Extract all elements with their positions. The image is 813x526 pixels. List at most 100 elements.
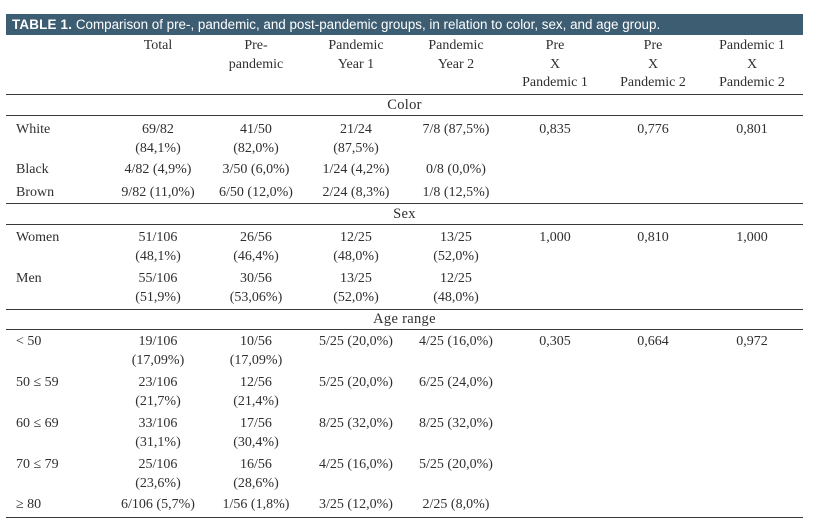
- column-header-line: Pre: [545, 38, 565, 53]
- table-cell-line: 4/25 (16,0%): [419, 334, 493, 349]
- table-cell: 1/56 (1,8%): [196, 496, 316, 515]
- table-cell-line: (53,06%): [229, 289, 283, 305]
- table-cell-line: 3/25 (12,0%): [319, 497, 393, 512]
- caption-text: Comparison of pre-, pandemic, and post-p…: [72, 17, 661, 32]
- table-cell-line: (48,0%): [433, 289, 479, 305]
- table-cell-line: (23,6%): [135, 475, 181, 491]
- table-cell: 3/25 (12,0%): [296, 496, 416, 515]
- table-cell-line: (17,09%): [131, 352, 185, 368]
- table-bottom-rule: [6, 517, 803, 518]
- table-cell-line: 13/25: [440, 230, 472, 245]
- table-cell-line: 69/82: [142, 122, 174, 137]
- table-cell: 1/24 (4,2%): [296, 161, 416, 180]
- table-cell: 0,801: [692, 121, 812, 140]
- table-cell: 30/56 (53,06%): [196, 270, 316, 307]
- table-cell-line: (17,09%): [229, 352, 283, 368]
- table-cell: 0/8 (0,0%): [396, 161, 516, 180]
- column-header: Pandemic Year 1: [306, 37, 406, 74]
- row-label: ≥ 80: [16, 497, 42, 512]
- table-cell: 6/50 (12,0%): [196, 184, 316, 203]
- table-cell: 6/25 (24,0%): [396, 374, 516, 393]
- table-cell: 0,776: [593, 121, 713, 140]
- table-cell: 2/24 (8,3%): [296, 184, 416, 203]
- column-header-line: Pandemic 1: [719, 38, 785, 53]
- table-cell: 19/106 (17,09%): [98, 333, 218, 370]
- table-cell-line: 5/25 (20,0%): [319, 334, 393, 349]
- column-header-line: Pandemic 2: [719, 75, 785, 90]
- table-cell: 1,000: [495, 229, 615, 248]
- table-cell-line: 51/106: [138, 230, 178, 245]
- table-cell-line: 1/8 (12,5%): [422, 185, 490, 200]
- group-title: Age range: [373, 311, 436, 327]
- column-header-line: X: [647, 56, 659, 72]
- table-cell: 12/25 (48,0%): [396, 270, 516, 307]
- table-cell-line: (48,1%): [135, 248, 181, 264]
- table-cell-line: 0,835: [539, 122, 571, 137]
- table-cell: 55/106 (51,9%): [98, 270, 218, 307]
- table-cell: 0,810: [593, 229, 713, 248]
- group-divider: [6, 309, 803, 310]
- table-cell-line: (51,9%): [135, 289, 181, 305]
- table-cell: 9/82 (11,0%): [98, 184, 218, 203]
- table-cell-line: (82,0%): [233, 140, 279, 156]
- table-cell: 12/25 (48,0%): [296, 229, 416, 266]
- table-cell-line: 4/82 (4,9%): [124, 162, 192, 177]
- table-cell-line: 0,810: [637, 230, 669, 245]
- table-cell-line: 0,305: [539, 334, 571, 349]
- table-cell-line: 19/106: [138, 334, 178, 349]
- table-cell-line: (84,1%): [135, 140, 181, 156]
- table-cell-line: 1,000: [736, 230, 768, 245]
- table-cell: 5/25 (20,0%): [296, 374, 416, 393]
- group-divider: [6, 94, 803, 95]
- column-header: Pandemic 1 X Pandemic 2: [702, 37, 802, 93]
- table-cell-line: 0,972: [736, 334, 768, 349]
- table-cell-line: 12/25: [340, 230, 372, 245]
- table-cell-line: (31,1%): [135, 434, 181, 450]
- column-header: Pre X Pandemic 1: [505, 37, 605, 93]
- table-cell-line: 8/25 (32,0%): [319, 416, 393, 431]
- table-cell: 4/82 (4,9%): [98, 161, 218, 180]
- table-cell-line: 0,801: [736, 122, 768, 137]
- table-cell: 6/106 (5,7%): [98, 496, 218, 515]
- table-cell-line: (52,0%): [333, 289, 379, 305]
- table-cell: 0,835: [495, 121, 615, 140]
- table-cell-line: 7/8 (87,5%): [422, 122, 490, 137]
- row-label: Brown: [16, 185, 55, 200]
- table-cell: 0,664: [593, 333, 713, 352]
- table-cell-line: 1/24 (4,2%): [322, 162, 390, 177]
- table-cell: 4/25 (16,0%): [296, 456, 416, 475]
- table-cell: 5/25 (20,0%): [296, 333, 416, 352]
- table-cell-line: 30/56: [240, 271, 272, 286]
- column-header: Pre X Pandemic 2: [603, 37, 703, 93]
- group-title-rule: [6, 224, 803, 225]
- table-cell-line: 12/25: [440, 271, 472, 286]
- table-cell-line: (21,7%): [135, 393, 181, 409]
- table-cell: 1/8 (12,5%): [396, 184, 516, 203]
- column-header-line: Year 2: [437, 56, 475, 72]
- row-label: 50 ≤ 59: [16, 375, 59, 390]
- table-cell: 51/106 (48,1%): [98, 229, 218, 266]
- table-cell-line: 21/24: [340, 122, 372, 137]
- table-cell-line: 1,000: [539, 230, 571, 245]
- column-header: Pre-pandemic: [206, 37, 306, 74]
- row-label: < 50: [16, 334, 42, 349]
- table-cell-line: 3/50 (6,0%): [222, 162, 290, 177]
- table-cell: 12/56 (21,4%): [196, 374, 316, 411]
- table-cell-line: 0/8 (0,0%): [426, 162, 486, 177]
- table-cell-line: 5/25 (20,0%): [419, 457, 493, 472]
- table-cell-line: 23/106: [138, 375, 178, 390]
- table-caption: TABLE 1. Comparison of pre-, pandemic, a…: [6, 14, 803, 35]
- table-cell-line: (46,4%): [233, 248, 279, 264]
- table-cell: 16/56 (28,6%): [196, 456, 316, 493]
- table-cell-line: 55/106: [138, 271, 178, 286]
- table-cell: 41/50 (82,0%): [196, 121, 316, 158]
- column-header: Total: [108, 37, 208, 56]
- table-cell: 2/25 (8,0%): [396, 496, 516, 515]
- column-header-line: Pandemic: [428, 38, 484, 53]
- column-header-line: Pandemic: [328, 38, 384, 53]
- column-header-line: X: [746, 56, 758, 72]
- table-cell: 8/25 (32,0%): [396, 415, 516, 434]
- table-cell-line: 16/56: [240, 457, 272, 472]
- row-label: 60 ≤ 69: [16, 416, 59, 431]
